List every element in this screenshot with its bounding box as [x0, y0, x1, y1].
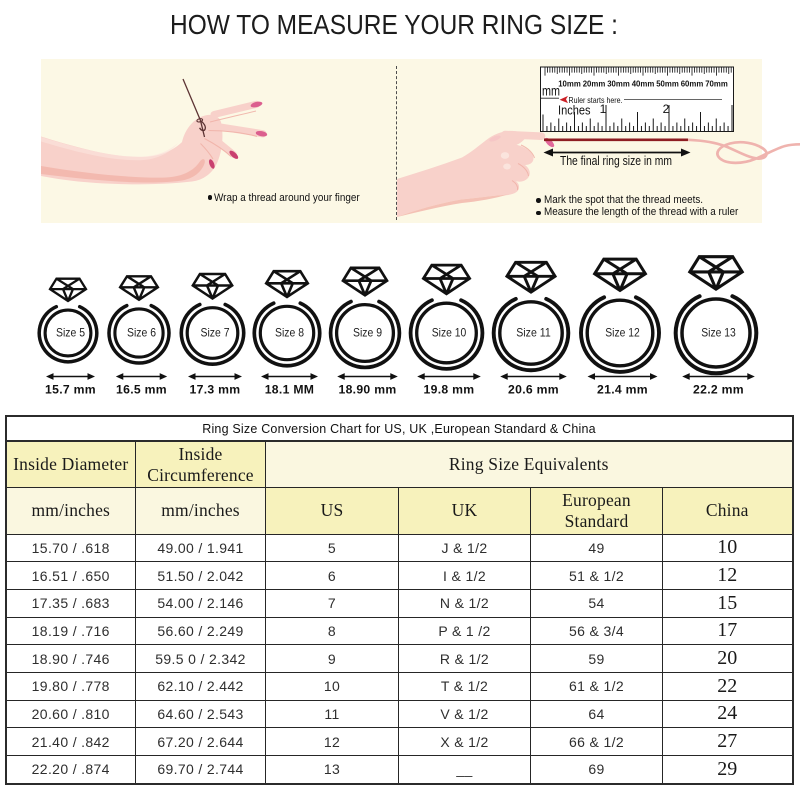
svg-text:17.3 mm: 17.3 mm [190, 383, 241, 397]
svg-text:19.8 mm: 19.8 mm [424, 383, 475, 397]
svg-text:20.6 mm: 20.6 mm [508, 383, 559, 397]
svg-text:50mm: 50mm [656, 80, 679, 89]
svg-text:Size 5: Size 5 [56, 326, 85, 340]
svg-text:22.2 mm: 22.2 mm [693, 383, 744, 397]
svg-text:30mm: 30mm [607, 80, 630, 89]
svg-text:Size 6: Size 6 [127, 326, 156, 340]
svg-text:10mm: 10mm [558, 80, 581, 89]
svg-text:mm: mm [542, 84, 560, 99]
svg-text:60mm: 60mm [681, 80, 704, 89]
svg-text:Ruler starts here.: Ruler starts here. [569, 95, 623, 105]
svg-text:15.7 mm: 15.7 mm [45, 383, 96, 397]
svg-text:20mm: 20mm [583, 80, 606, 89]
svg-text:40mm: 40mm [632, 80, 655, 89]
svg-text:16.5 mm: 16.5 mm [116, 383, 167, 397]
svg-text:2: 2 [663, 102, 670, 116]
svg-text:Size 11: Size 11 [516, 326, 551, 340]
svg-text:Size 8: Size 8 [275, 326, 304, 340]
svg-text:1: 1 [600, 102, 607, 116]
svg-text:The final ring size in mm: The final ring size in mm [560, 153, 672, 168]
svg-text:18.1 MM: 18.1 MM [265, 383, 315, 397]
svg-text:18.90 mm: 18.90 mm [339, 383, 397, 397]
svg-text:Size 13: Size 13 [701, 326, 736, 340]
svg-text:70mm: 70mm [705, 80, 728, 89]
svg-text:Inches: Inches [558, 103, 591, 118]
svg-text:Size 10: Size 10 [432, 326, 467, 340]
svg-text:Size 12: Size 12 [605, 326, 640, 340]
svg-text:21.4 mm: 21.4 mm [597, 383, 648, 397]
svg-text:Size 9: Size 9 [353, 326, 382, 340]
svg-text:Size 7: Size 7 [201, 326, 230, 340]
